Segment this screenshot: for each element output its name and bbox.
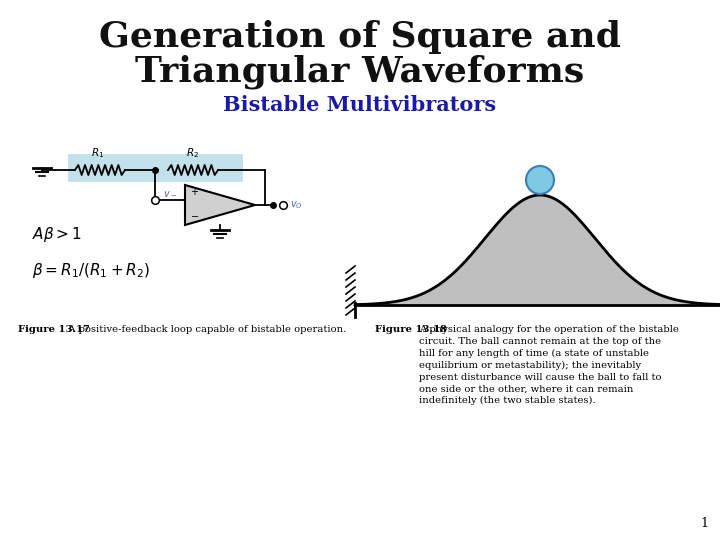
Text: +: + xyxy=(190,187,198,197)
Text: $v_-$: $v_-$ xyxy=(163,189,177,198)
Text: $R_2$: $R_2$ xyxy=(186,146,199,160)
Circle shape xyxy=(526,166,554,194)
Text: Generation of Square and: Generation of Square and xyxy=(99,20,621,54)
Text: $-$: $-$ xyxy=(190,210,199,220)
FancyBboxPatch shape xyxy=(68,154,243,182)
Text: $\beta = R_1/(R_1 + R_2)$: $\beta = R_1/(R_1 + R_2)$ xyxy=(32,260,150,280)
Text: Bistable Multivibrators: Bistable Multivibrators xyxy=(223,95,497,115)
Text: Triangular Waveforms: Triangular Waveforms xyxy=(135,55,585,89)
Polygon shape xyxy=(185,185,255,225)
Text: 1: 1 xyxy=(700,517,708,530)
Text: Figure 13.18: Figure 13.18 xyxy=(375,325,447,334)
Text: A positive-feedback loop capable of bistable operation.: A positive-feedback loop capable of bist… xyxy=(62,325,346,334)
Text: $R_1$: $R_1$ xyxy=(91,146,104,160)
Text: $A\beta > 1$: $A\beta > 1$ xyxy=(32,226,82,245)
Text: Figure 13.17: Figure 13.17 xyxy=(18,325,90,334)
Text: $v_O$: $v_O$ xyxy=(290,199,303,211)
Text: A physical analogy for the operation of the bistable
circuit. The ball cannot re: A physical analogy for the operation of … xyxy=(419,325,679,406)
